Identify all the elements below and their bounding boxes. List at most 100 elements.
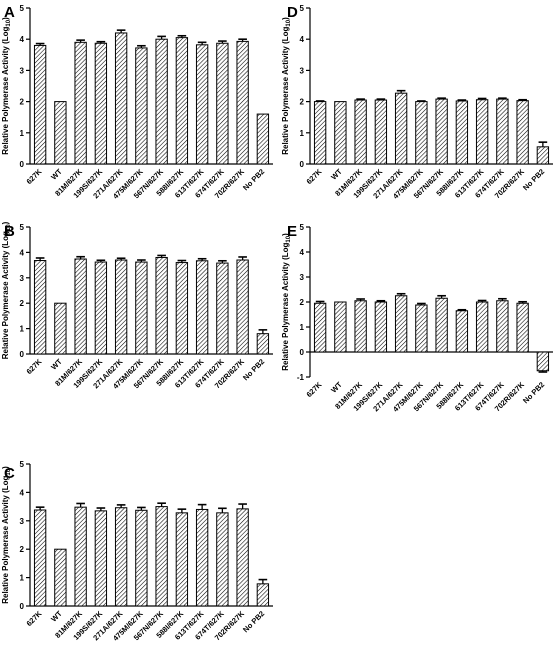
bar	[175, 37, 189, 165]
bar	[135, 47, 148, 165]
y-tick-label: 4	[300, 248, 305, 257]
panel-letter: E	[287, 223, 297, 240]
bar	[374, 99, 388, 165]
bar	[74, 506, 87, 607]
bar	[313, 101, 327, 165]
bar	[536, 351, 550, 372]
bar	[175, 262, 189, 355]
category-label: 627K	[24, 167, 43, 186]
bar	[94, 261, 108, 355]
bar	[195, 508, 209, 607]
bar	[354, 300, 367, 353]
y-axis-title: Relative Polymerase Activity (Log10)	[281, 233, 292, 371]
y-tick-label: 1	[20, 129, 25, 138]
bar	[54, 302, 67, 355]
y-tick-label: 1	[300, 129, 305, 138]
category-label: 627K	[24, 609, 43, 628]
category-label: WT	[329, 167, 344, 182]
y-tick-label: 3	[20, 274, 25, 283]
category-label: WT	[329, 380, 344, 395]
bar	[455, 310, 469, 353]
bar	[114, 507, 128, 607]
y-tick-label: 2	[300, 298, 305, 307]
bar	[394, 295, 408, 353]
category-label: 627K	[304, 167, 323, 186]
y-tick-label: 4	[20, 248, 25, 257]
bar	[334, 101, 347, 165]
y-axis-title: Relative Polymerase Activity (Log10)	[1, 221, 12, 359]
bar	[74, 41, 87, 165]
chart-panel-d: D Relative Polymerase Activity (Log10) 0 1…	[281, 4, 553, 201]
bar	[74, 258, 87, 355]
y-tick-label: 4	[300, 35, 305, 44]
bar	[236, 40, 249, 165]
bar	[415, 304, 428, 353]
bar	[256, 583, 270, 607]
y-tick-label: 2	[20, 299, 25, 308]
y-tick-label: 2	[20, 545, 25, 554]
y-tick-label: 3	[300, 66, 305, 75]
bar	[536, 146, 550, 165]
category-label: No PB2	[241, 609, 266, 634]
bar	[455, 100, 469, 165]
bar	[475, 301, 489, 353]
y-tick-label: 5	[20, 460, 25, 469]
category-label: WT	[49, 609, 64, 624]
bar	[354, 99, 367, 165]
bar	[236, 508, 249, 607]
panel-letter: A	[4, 4, 15, 21]
y-tick-label: 2	[20, 98, 25, 107]
y-tick-label: -1	[297, 373, 305, 382]
bar	[33, 44, 47, 165]
bar	[114, 32, 128, 165]
bar	[135, 261, 148, 355]
y-tick-label: 0	[300, 348, 305, 357]
bar	[216, 512, 229, 607]
y-tick-label: 3	[20, 517, 25, 526]
chart-panel-e: E Relative Polymerase Activity (Log10) -1…	[281, 223, 553, 414]
bar	[54, 101, 67, 165]
bar	[94, 42, 108, 165]
category-label: No PB2	[241, 357, 266, 382]
bar	[334, 301, 347, 353]
y-tick-label: 3	[300, 273, 305, 282]
category-label: No PB2	[521, 380, 546, 405]
chart-panel-a: A Relative Polymerase Activity (Log10) 0 1…	[1, 4, 273, 201]
y-tick-label: 5	[20, 223, 25, 232]
bar	[236, 259, 249, 355]
y-tick-label: 4	[20, 488, 25, 497]
y-tick-label: 1	[20, 325, 25, 334]
bar	[94, 510, 108, 607]
bar	[33, 260, 47, 355]
bar	[256, 113, 270, 165]
bar	[216, 42, 229, 165]
bar	[33, 509, 47, 607]
y-tick-label: 3	[20, 66, 25, 75]
bar	[313, 302, 327, 353]
bar	[394, 92, 408, 165]
category-label: 627K	[304, 380, 323, 399]
y-tick-label: 0	[20, 160, 25, 169]
bar	[54, 548, 67, 607]
bar	[195, 44, 209, 165]
bar	[195, 260, 209, 355]
y-tick-label: 2	[300, 98, 305, 107]
y-tick-label: 0	[20, 602, 25, 611]
panel-letter: D	[287, 4, 298, 21]
bar	[114, 259, 128, 355]
bar	[155, 38, 168, 165]
bar	[475, 99, 489, 165]
bar	[496, 300, 509, 353]
bar	[374, 301, 388, 353]
category-label: No PB2	[521, 167, 546, 192]
bar	[496, 98, 509, 165]
category-label: WT	[49, 357, 64, 372]
bar	[256, 333, 270, 355]
panel-letter: B	[4, 223, 15, 240]
bar	[415, 101, 428, 165]
bar	[516, 100, 529, 165]
panel-letter: C	[4, 465, 15, 482]
bar	[155, 256, 168, 355]
bar	[516, 302, 529, 353]
y-tick-label: 0	[20, 350, 25, 359]
